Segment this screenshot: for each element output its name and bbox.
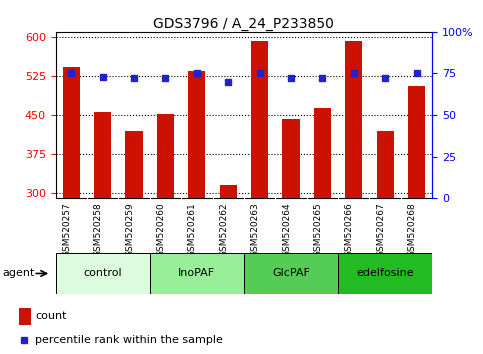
- Text: GSM520263: GSM520263: [251, 202, 260, 257]
- Text: GSM520262: GSM520262: [219, 202, 228, 257]
- Text: GSM520268: GSM520268: [408, 202, 416, 257]
- Bar: [126, 131, 142, 198]
- Text: GSM520258: GSM520258: [94, 202, 103, 257]
- Text: GSM520260: GSM520260: [156, 202, 165, 257]
- Text: edelfosine: edelfosine: [356, 268, 414, 279]
- Bar: [244, 253, 338, 294]
- Text: GSM520261: GSM520261: [188, 202, 197, 257]
- Bar: [251, 41, 268, 198]
- Text: GSM520266: GSM520266: [345, 202, 354, 257]
- Bar: [345, 41, 362, 198]
- Text: GSM520257: GSM520257: [62, 202, 71, 257]
- Bar: [314, 108, 331, 198]
- Text: GSM520259: GSM520259: [125, 202, 134, 257]
- Bar: [157, 114, 174, 198]
- Text: agent: agent: [3, 268, 35, 279]
- Text: GSM520267: GSM520267: [376, 202, 385, 257]
- Bar: [63, 67, 80, 198]
- Text: control: control: [84, 268, 122, 279]
- Bar: [408, 86, 425, 198]
- Bar: [150, 253, 244, 294]
- Bar: [377, 131, 394, 198]
- Bar: [56, 253, 150, 294]
- Text: count: count: [35, 312, 67, 321]
- Bar: [283, 119, 299, 198]
- Text: InoPAF: InoPAF: [178, 268, 215, 279]
- Bar: [94, 113, 111, 198]
- Bar: [188, 71, 205, 198]
- Bar: [338, 253, 432, 294]
- Text: GSM520264: GSM520264: [282, 202, 291, 257]
- Bar: [220, 185, 237, 198]
- Text: GSM520265: GSM520265: [313, 202, 323, 257]
- Title: GDS3796 / A_24_P233850: GDS3796 / A_24_P233850: [154, 17, 334, 31]
- Text: GlcPAF: GlcPAF: [272, 268, 310, 279]
- Bar: [19, 308, 30, 325]
- Text: percentile rank within the sample: percentile rank within the sample: [35, 335, 223, 346]
